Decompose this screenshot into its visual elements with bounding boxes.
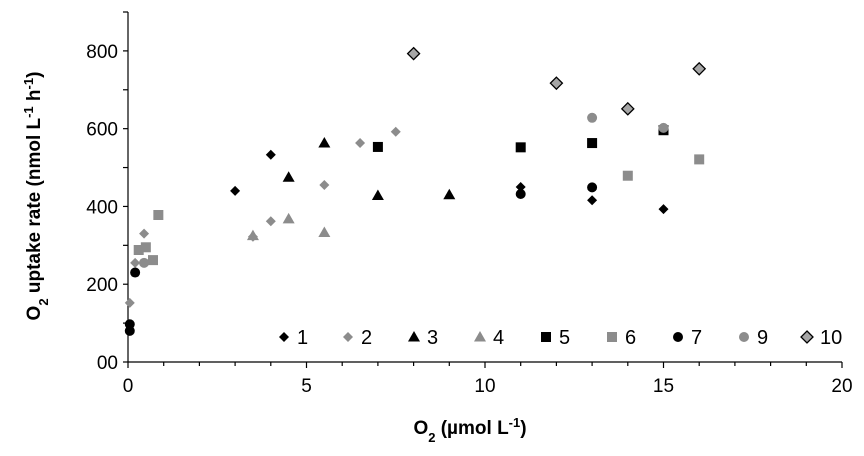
y-axis-title: O2 uptake rate (nmol L-1 h-1) [21,72,51,321]
y-axis-title-suffix: ) [24,72,45,78]
x-tick-label: 5 [301,376,312,397]
y-tick-label: 600 [86,120,118,141]
data-point-series-6 [133,245,144,255]
data-point-series-5 [372,141,383,152]
legend-marker-1 [279,332,289,342]
data-point-series-3 [443,188,456,200]
legend-label-3: 3 [427,327,438,349]
y-axis-title-mid: uptake rate (nmol L [24,118,45,299]
y-axis-title-superscript-1: -1 [21,106,36,118]
data-point-series-6 [147,255,158,266]
y-axis-title-subscript: 2 [36,298,51,305]
data-point-series-2 [265,216,276,227]
legend-label-9: 9 [757,327,768,349]
legend-label-1: 1 [297,327,308,349]
data-point-series-4 [246,229,259,241]
x-axis-title-suffix: ) [520,418,526,439]
legend-marker-6 [607,332,617,342]
legend-label-10: 10 [820,327,842,349]
data-point-series-9 [658,122,669,133]
data-points [124,46,707,336]
data-point-series-3 [318,137,331,148]
legend-marker-5 [541,332,551,342]
data-point-series-2 [390,126,401,137]
data-point-series-2 [355,138,366,149]
legend-marker-4 [474,331,486,342]
y-axis-title-superscript-2: -1 [21,78,36,90]
data-point-series-4 [282,212,295,224]
data-point-series-7 [124,325,135,336]
data-point-series-6 [694,154,705,165]
legend-marker-7 [673,332,683,342]
x-axis-title-superscript: -1 [509,415,521,430]
x-tick-label: 10 [474,376,495,397]
data-point-series-9 [139,257,150,268]
data-point-series-7 [515,189,526,199]
data-point-series-1 [658,204,669,215]
x-tick-label: 15 [653,376,674,397]
y-tick-label: 200 [86,275,118,296]
legend-label-6: 6 [625,327,636,349]
data-point-series-5 [515,142,526,153]
legend-marker-9 [739,332,749,342]
data-point-series-3 [282,171,295,182]
x-axis-title-mid: (µmol L [435,418,509,439]
data-point-series-2 [124,297,135,308]
legend-label-7: 7 [691,327,702,349]
data-point-series-10 [692,61,707,76]
data-point-series-6 [153,210,164,220]
y-axis-title-prefix: O [24,306,45,321]
legend-marker-3 [408,331,420,342]
x-axis-title-prefix: O [413,418,428,439]
data-point-series-1 [265,149,276,160]
data-point-series-5 [587,138,598,149]
data-point-series-7 [130,267,141,278]
data-point-series-1 [230,185,241,196]
x-tick-label: 0 [123,376,134,397]
data-point-series-3 [371,189,384,201]
data-point-series-7 [587,182,598,193]
legend-marker-10 [800,330,814,344]
data-point-series-10 [549,76,564,91]
y-tick-label: 800 [86,42,118,63]
data-point-series-2 [139,228,150,239]
data-point-series-9 [587,112,598,123]
data-point-series-2 [319,180,330,191]
legend-label-2: 2 [361,327,372,349]
x-axis-title: O2 (µmol L-1) [413,415,526,445]
data-point-series-1 [587,195,598,206]
data-point-series-4 [318,226,331,237]
data-point-series-6 [140,242,151,253]
data-point-series-6 [622,170,633,181]
legend: 1 2 3 4 5 6 7 9 10 [279,327,842,349]
data-point-series-2 [130,257,141,268]
x-axis-title-subscript: 2 [428,430,435,445]
legend-label-5: 5 [559,327,570,349]
y-axis-title-mid-2: h [24,89,45,106]
data-point-series-10 [406,46,421,61]
x-tick-label: 20 [831,376,852,397]
data-point-series-10 [620,101,635,116]
y-tick-label: 00 [97,353,118,374]
y-tick-label: 400 [86,197,118,218]
data-point-series-1 [515,182,526,192]
legend-label-4: 4 [493,327,504,349]
legend-marker-2 [343,332,353,342]
